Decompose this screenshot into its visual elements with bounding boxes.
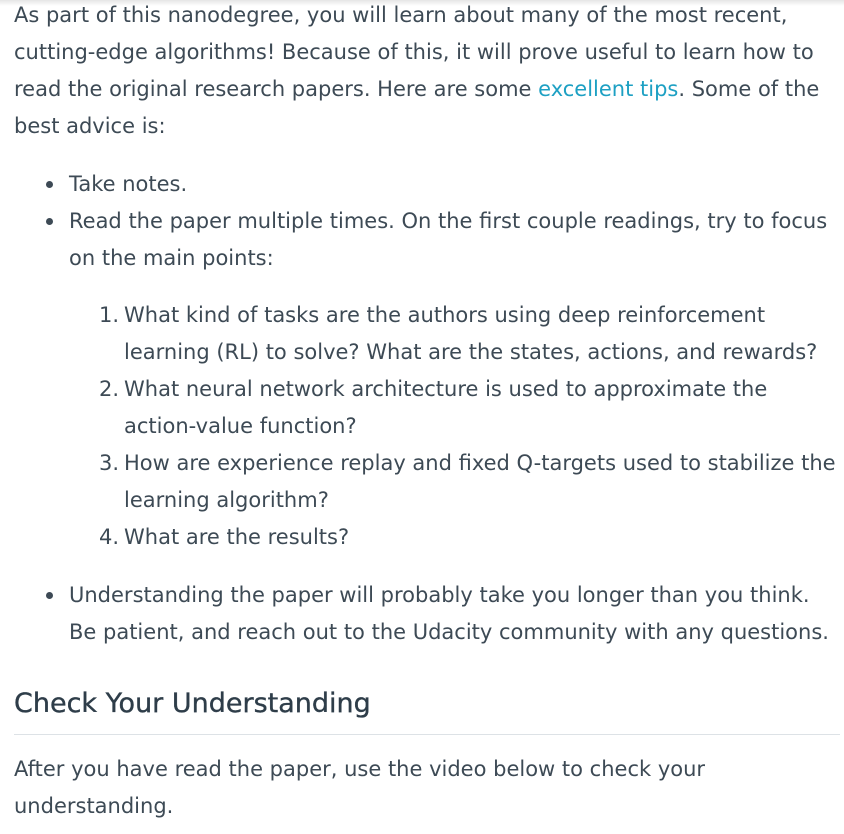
question-item: 2. What neural network architecture is us… — [99, 371, 840, 445]
question-item: 1. What kind of tasks are the authors usi… — [99, 297, 840, 371]
tip-item: Take notes. — [46, 166, 840, 203]
section-body: After you have read the paper, use the v… — [14, 757, 706, 818]
tip-item: Understanding the paper will probably ta… — [46, 577, 840, 651]
question-number: 4. — [99, 525, 120, 549]
tip-text: Understanding the paper will probably ta… — [69, 583, 829, 644]
intro-paragraph: As part of this nanodegree, you will lea… — [14, 0, 840, 145]
question-number: 3. — [99, 451, 120, 475]
excellent-tips-link[interactable]: excellent tips — [538, 77, 679, 101]
questions-list: 1. What kind of tasks are the authors usi… — [69, 297, 840, 556]
tip-text: Take notes. — [69, 172, 188, 196]
question-item: 4. What are the results? — [99, 519, 840, 556]
question-text: What kind of tasks are the authors using… — [124, 303, 818, 364]
lesson-content: As part of this nanodegree, you will lea… — [14, 0, 840, 825]
section-heading: Check Your Understanding — [14, 684, 840, 735]
tip-text: Read the paper multiple times. On the fi… — [69, 209, 828, 270]
tips-list: Take notes. Read the paper multiple time… — [14, 166, 840, 651]
intro-text-before: As part of this nanodegree, you will lea… — [14, 3, 814, 101]
question-item: 3. How are experience replay and fixed Q-… — [99, 445, 840, 519]
question-text: What neural network architecture is used… — [124, 377, 768, 438]
top-scroll-shadow — [0, 0, 844, 6]
intro-text-after: . Some of the best advice is: — [14, 77, 820, 138]
tip-item: Read the paper multiple times. On the fi… — [46, 203, 840, 556]
question-number: 1. — [99, 303, 120, 327]
question-text: How are experience replay and fixed Q-ta… — [124, 451, 836, 512]
question-number: 2. — [99, 377, 120, 401]
question-text: What are the results? — [124, 525, 350, 549]
